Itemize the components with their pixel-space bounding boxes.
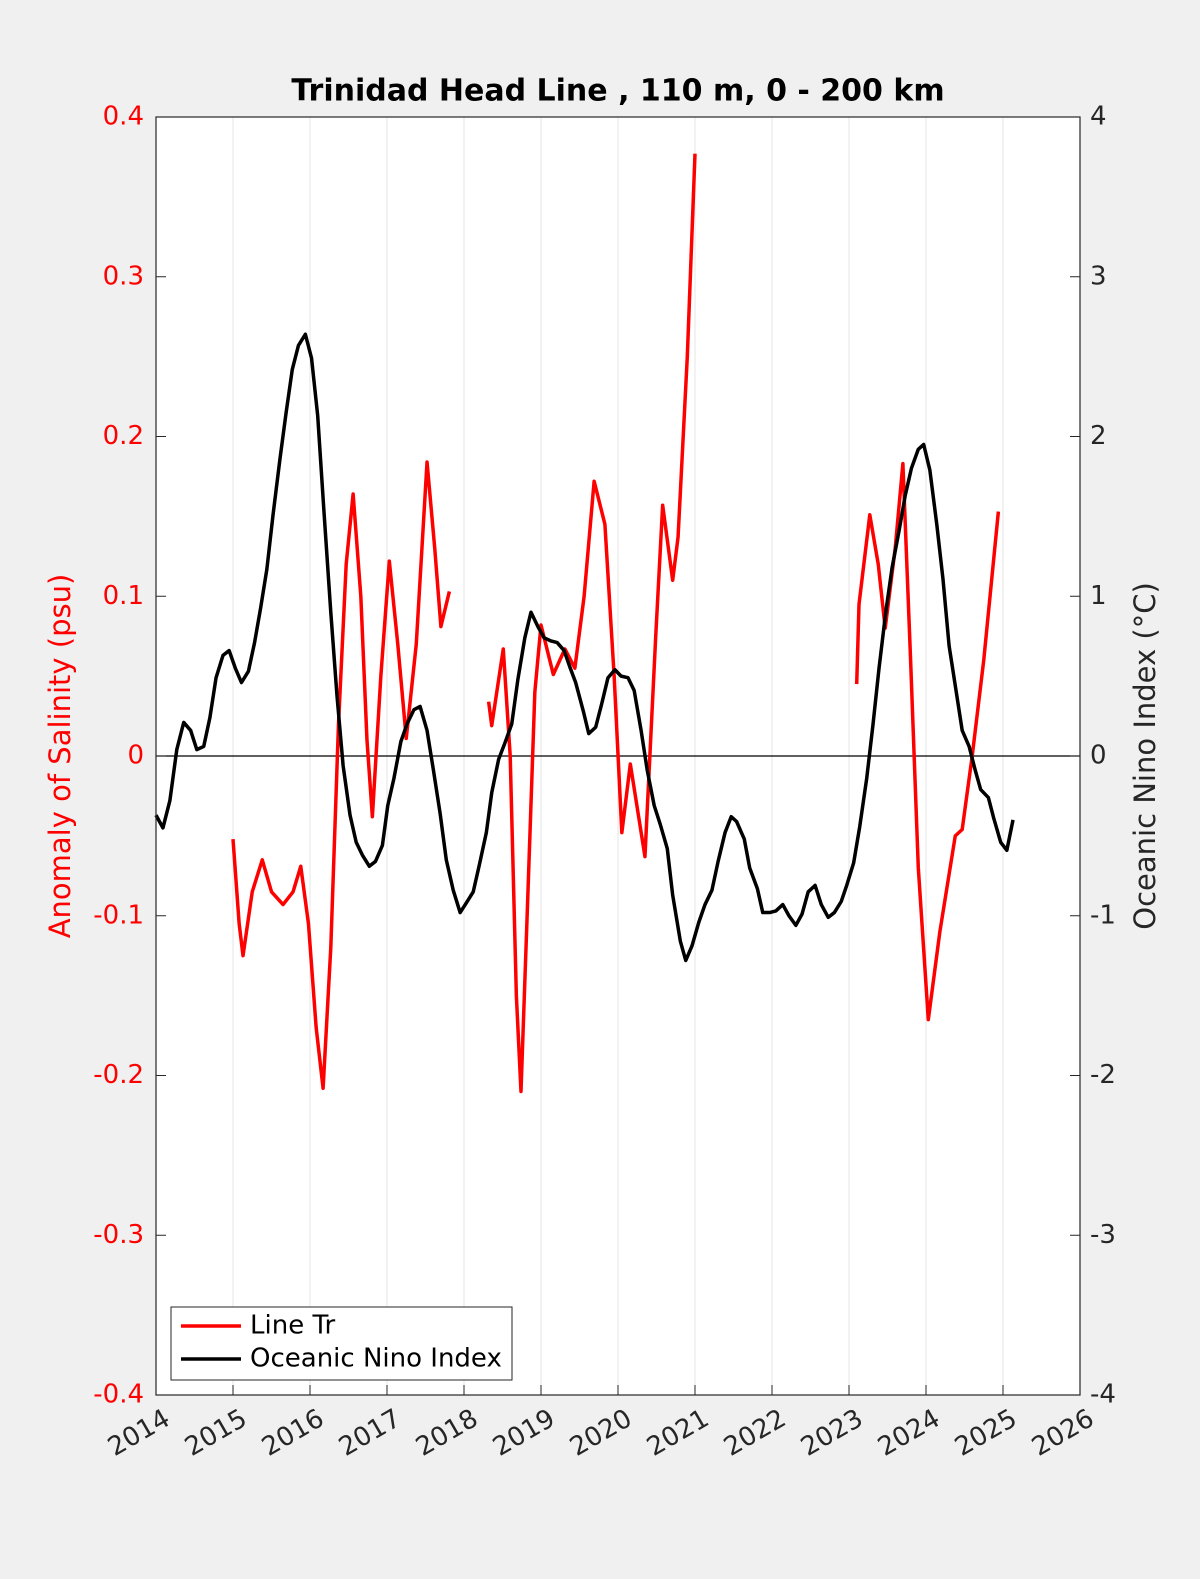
x-tick-label: 2019 [488,1404,560,1463]
y-tick-label: 0.1 [103,581,144,611]
y2-tick-label: 0 [1090,741,1107,771]
x-tick-label: 2014 [103,1404,175,1463]
series-line [231,153,1001,1094]
series-line [154,332,1015,963]
x-tick-label: 2021 [642,1404,714,1463]
legend-label: Oceanic Nino Index [250,1344,502,1374]
y-tick-label: 0.3 [103,261,144,291]
x-tick-label: 2024 [873,1404,945,1463]
y2-tick-label: 2 [1090,421,1107,451]
y2-tick-label: -2 [1090,1060,1116,1090]
y-tick-label: -0.3 [93,1220,144,1250]
x-tick-label: 2022 [719,1404,791,1463]
y-tick-label: 0.4 [103,102,144,132]
y-tick-label: 0.2 [103,421,144,451]
x-tick-label: 2018 [411,1404,483,1463]
y2-tick-label: -4 [1090,1380,1116,1410]
y2-tick-label: -1 [1090,900,1116,930]
y2-tick-label: 3 [1090,261,1107,291]
lines [154,153,1015,1094]
y2-tick-label: -3 [1090,1220,1116,1250]
y2-tick-label: 4 [1090,102,1107,132]
x-tick-label: 2017 [334,1404,406,1463]
legend-box [170,1306,513,1381]
x-tick-label: 2016 [257,1404,329,1463]
x-tick-label: 2026 [1027,1404,1099,1463]
legend-label: Line Tr [250,1311,336,1341]
x-tick-label: 2023 [796,1404,868,1463]
y-tick-label: 0 [127,741,144,771]
y2-axis-label: Oceanic Nino Index (°C) [1128,582,1162,930]
x-tick-label: 2020 [565,1404,637,1463]
chart-title: Trinidad Head Line , 110 m, 0 - 200 km [291,74,944,109]
y-axis-label: Anomaly of Salinity (psu) [43,574,77,939]
x-tick-label: 2025 [950,1404,1022,1463]
y2-tick-label: 1 [1090,581,1107,611]
y-tick-label: -0.2 [93,1060,144,1090]
y-tick-label: -0.4 [93,1380,144,1410]
x-tick-label: 2015 [180,1404,252,1463]
y-tick-label: -0.1 [93,900,144,930]
